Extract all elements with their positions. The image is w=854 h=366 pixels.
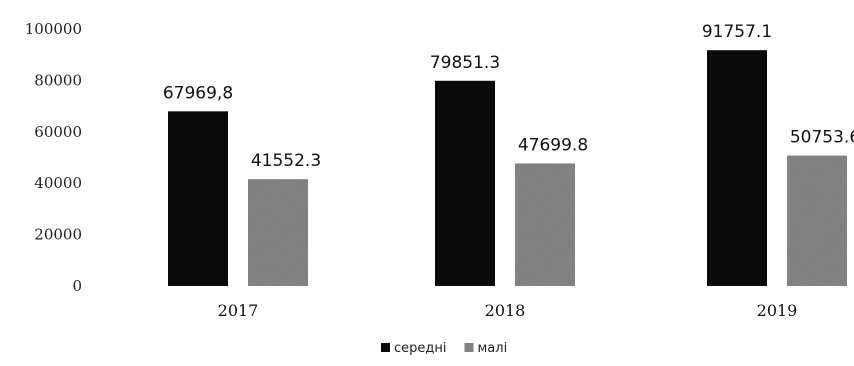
y-tick-label: 40000 [34,174,82,192]
y-tick-label: 100000 [25,20,82,38]
data-label: 67969,8 [163,83,233,103]
y-tick-label: 60000 [34,123,82,141]
data-label: 41552.3 [251,151,321,171]
y-tick-label: 20000 [34,226,82,244]
x-category-label: 2017 [218,301,259,320]
bar-mali-2018 [515,163,575,286]
legend-swatch [381,343,390,352]
x-axis: 2017 2018 2019 [218,301,798,320]
bar-mali-2019 [787,155,847,286]
data-label: 47699.8 [518,135,588,155]
bar-serednі-2017 [168,111,228,286]
data-labels: 67969,8 41552.3 79851.3 47699.8 91757.1 50753… [163,22,854,171]
data-label: 79851.3 [430,53,500,73]
y-tick-label: 0 [72,277,82,295]
data-label: 50753.6 [790,128,854,148]
x-category-label: 2019 [757,301,798,320]
x-category-label: 2018 [485,301,526,320]
bar-serednі-2018 [435,80,495,286]
legend-label: малі [478,341,508,356]
bar-serednі-2019 [707,50,767,287]
bars [168,50,847,287]
y-axis: 0 20000 40000 60000 80000 100000 [25,20,82,295]
y-tick-label: 80000 [34,71,82,89]
data-label: 91757.1 [702,22,772,42]
legend-swatch [464,343,474,352]
legend-label: середні [394,341,447,356]
bar-mali-2017 [248,179,308,286]
legend: середні малі [381,341,507,356]
